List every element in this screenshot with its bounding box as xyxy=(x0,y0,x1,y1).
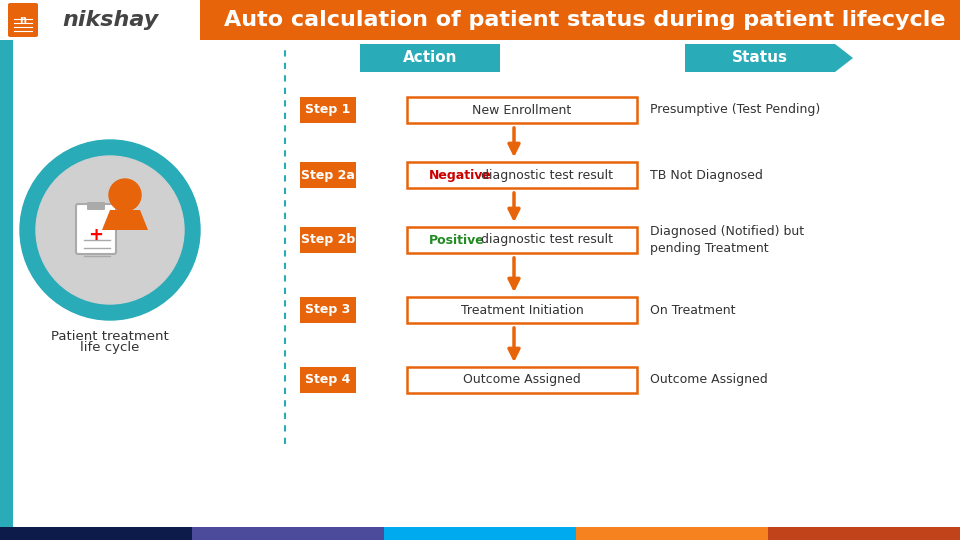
Text: Diagnosed (Notified) but
pending Treatment: Diagnosed (Notified) but pending Treatme… xyxy=(650,225,804,255)
FancyBboxPatch shape xyxy=(407,367,637,393)
FancyBboxPatch shape xyxy=(300,297,356,323)
FancyBboxPatch shape xyxy=(300,367,356,393)
FancyBboxPatch shape xyxy=(192,527,384,540)
Text: Step 3: Step 3 xyxy=(305,303,350,316)
Polygon shape xyxy=(685,44,853,72)
FancyBboxPatch shape xyxy=(8,3,38,37)
Text: Outcome Assigned: Outcome Assigned xyxy=(650,374,768,387)
Circle shape xyxy=(20,140,200,320)
Text: Presumptive (Test Pending): Presumptive (Test Pending) xyxy=(650,104,820,117)
FancyBboxPatch shape xyxy=(360,44,500,72)
FancyBboxPatch shape xyxy=(300,227,356,253)
Text: Step 2b: Step 2b xyxy=(300,233,355,246)
FancyBboxPatch shape xyxy=(0,0,200,40)
Polygon shape xyxy=(102,210,148,230)
FancyBboxPatch shape xyxy=(407,97,637,123)
FancyBboxPatch shape xyxy=(76,204,116,254)
FancyBboxPatch shape xyxy=(87,202,105,210)
Text: Positive: Positive xyxy=(429,233,485,246)
FancyBboxPatch shape xyxy=(200,0,960,40)
Text: Step 2a: Step 2a xyxy=(301,168,355,181)
Text: Step 4: Step 4 xyxy=(305,374,350,387)
Text: Treatment Initiation: Treatment Initiation xyxy=(461,303,584,316)
Text: Status: Status xyxy=(732,51,788,65)
Text: Outcome Assigned: Outcome Assigned xyxy=(463,374,581,387)
FancyBboxPatch shape xyxy=(768,527,960,540)
FancyBboxPatch shape xyxy=(0,40,13,527)
FancyBboxPatch shape xyxy=(300,97,356,123)
Text: TB Not Diagnosed: TB Not Diagnosed xyxy=(650,168,763,181)
Text: +: + xyxy=(88,226,104,244)
FancyBboxPatch shape xyxy=(407,227,637,253)
FancyBboxPatch shape xyxy=(300,162,356,188)
Text: life cycle: life cycle xyxy=(81,341,140,354)
Text: Step 1: Step 1 xyxy=(305,104,350,117)
FancyBboxPatch shape xyxy=(0,527,192,540)
Circle shape xyxy=(109,179,141,211)
FancyBboxPatch shape xyxy=(407,297,637,323)
Text: Auto calculation of patient status during patient lifecycle: Auto calculation of patient status durin… xyxy=(225,10,946,30)
Text: nikshay: nikshay xyxy=(61,10,158,30)
Text: On Treatment: On Treatment xyxy=(650,303,735,316)
Text: New Enrollment: New Enrollment xyxy=(472,104,571,117)
Text: Patient treatment: Patient treatment xyxy=(51,329,169,342)
FancyBboxPatch shape xyxy=(384,527,576,540)
Circle shape xyxy=(36,156,184,304)
Text: Action: Action xyxy=(403,51,457,65)
Text: n: n xyxy=(19,15,27,25)
FancyBboxPatch shape xyxy=(407,162,637,188)
Text: Negative: Negative xyxy=(429,168,492,181)
FancyBboxPatch shape xyxy=(576,527,768,540)
Text: diagnostic test result: diagnostic test result xyxy=(477,168,613,181)
Text: diagnostic test result: diagnostic test result xyxy=(477,233,613,246)
